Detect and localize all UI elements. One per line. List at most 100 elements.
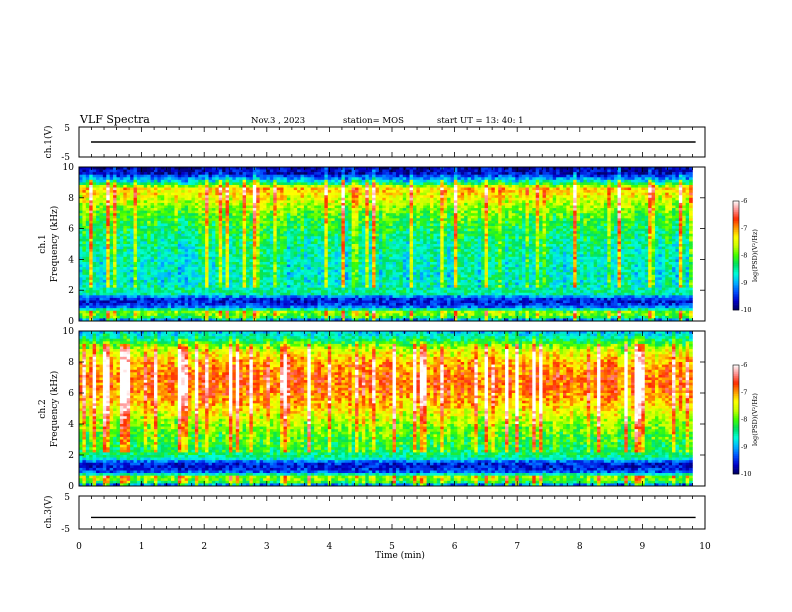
spectrogram-cell [320,167,325,170]
spectrogram-cell [228,208,233,211]
spectrogram-cell [672,200,676,204]
spectrogram-cell [109,174,114,178]
spectrogram-cell [338,177,342,181]
spectrogram-cell [232,210,237,214]
spectrogram-cell [648,213,652,217]
spectrogram-cell [631,177,635,181]
spectrogram-cell [586,213,591,217]
spectrogram-cell [678,223,683,227]
spectrogram-cell [150,169,155,173]
spectrogram-cell [515,218,519,222]
spectrogram-cell [286,190,291,193]
spectrogram-cell [263,169,267,173]
spectrogram-cell [106,179,110,183]
spectrogram-cell [539,202,543,206]
spectrogram-cell [426,197,431,201]
spectrogram-cell [614,220,618,224]
spectrogram-cell [689,192,693,196]
spectrogram-cell [222,223,226,227]
spectrogram-cell [453,223,458,227]
spectrogram-cell [280,231,284,235]
spectrogram-cell [358,169,363,173]
spectrogram-cell [453,167,458,170]
spectrogram-cell [409,190,414,193]
spectrogram-cell [457,190,462,193]
spectrogram-cell [157,233,162,237]
spectrogram-cell [511,169,516,173]
spectrogram-cell [334,187,339,191]
spectrogram-cell [164,220,168,224]
spectrogram-cell [508,210,513,214]
spectrogram-cell [205,187,209,191]
spectrogram-cell [409,172,414,175]
spectrogram-cell [201,226,206,229]
spectrogram-cell [413,200,417,204]
spectrogram-cell [470,174,475,178]
spectrogram-cell [365,202,369,206]
spectrogram-cell [593,218,598,222]
spectrogram-cell [484,192,489,196]
spectrogram-cell [341,205,346,209]
spectrogram-cell [378,182,383,186]
spectrogram-cell [283,233,288,237]
spectrogram-cell [92,169,97,173]
spectrogram-cell [535,208,540,211]
spectrogram-cell [177,184,182,188]
spectrogram-cell [208,192,213,196]
spectrogram-cell [334,210,339,214]
spectrogram-cell [457,223,462,227]
spectrogram-cell [222,231,226,235]
spectrogram-cell [586,179,591,183]
spectrogram-cell [450,187,455,191]
spectrogram-cell [675,205,680,209]
spectrogram-cell [450,182,455,186]
spectrogram-cell [576,213,581,217]
spectrogram-cell [641,197,646,201]
spectrogram-cell [232,167,237,170]
spectrogram-cell [556,233,560,237]
spectrogram-cell [99,200,104,204]
spectrogram-cell [569,220,574,224]
spectrogram-cell [232,174,237,178]
spectrogram-cell [501,205,506,209]
spectrogram-cell [164,187,168,191]
spectrogram-cell [164,190,168,193]
spectrogram-cell [102,215,107,219]
spectrogram-cell [293,228,298,232]
spectrogram-cell [637,220,642,224]
spectrogram-cell [300,220,305,224]
spectrogram-cell [280,172,284,175]
spectrogram-cell [317,233,322,237]
spectrogram-cell [535,187,540,191]
spectrogram-cell [218,195,223,199]
spectrogram-cell [331,184,335,188]
spectrogram-cell [102,197,107,201]
spectrogram-cell [92,172,97,175]
spectrogram-cell [324,179,329,183]
spectrogram-cell [443,177,448,181]
spectrogram-cell [358,197,363,201]
spectrogram-cell [378,172,383,175]
spectrogram-cell [85,236,90,240]
spectrogram-cell [447,218,451,222]
spectrogram-cell [484,187,489,191]
spectrogram-cell [249,177,254,181]
spectrogram-cell [317,205,322,209]
spectrogram-cell [511,200,516,204]
spectrogram-cell [460,200,465,204]
spectrogram-cell [689,220,693,224]
spectrogram-cell [487,182,492,186]
spectrogram-cell [382,172,387,175]
spectrogram-cell [402,177,407,181]
spectrogram-cell [92,202,97,206]
spectrogram-cell [198,172,202,175]
spectrogram-cell [467,205,472,209]
spectrogram-cell [423,233,427,237]
spectrogram-cell [205,226,209,229]
spectrogram-cell [665,179,669,183]
spectrogram-cell [481,213,485,217]
spectrogram-cell [143,213,148,217]
spectrogram-cell [242,200,247,204]
spectrogram-cell [276,226,281,229]
spectrogram-cell [501,167,506,170]
